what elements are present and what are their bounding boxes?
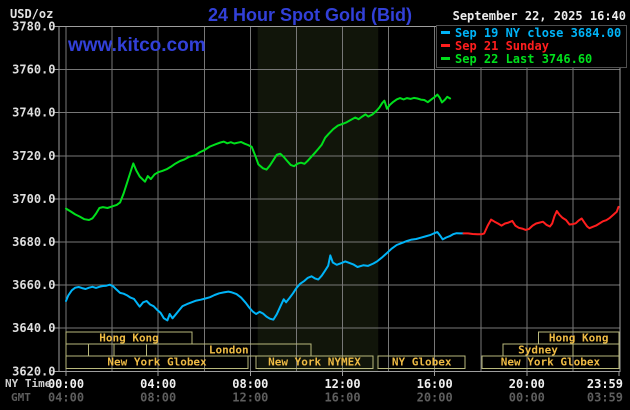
- sep21-line-swatch: [441, 44, 450, 47]
- svg-text:16:00: 16:00: [324, 391, 360, 405]
- legend-label-sep21: Sep 21 Sunday: [455, 39, 549, 53]
- x-axis-labels: 00:0004:0004:0008:0008:0012:0012:0016:00…: [48, 377, 623, 405]
- series-line-sep-19-ny-close-3684.00: [65, 231, 465, 322]
- svg-text:3720.0: 3720.0: [12, 149, 55, 163]
- svg-text:3760.0: 3760.0: [12, 63, 55, 77]
- svg-text:3620.0: 3620.0: [12, 364, 55, 378]
- session-box-new-york-globex: [65, 355, 249, 369]
- svg-text:08:00: 08:00: [232, 377, 268, 391]
- legend-row-sep22: Sep 22 Last 3746.60: [441, 53, 626, 66]
- svg-text:12:00: 12:00: [324, 377, 360, 391]
- ny-time-axis-label: NY Time: [5, 377, 52, 390]
- kitco-watermark: www.kitco.com: [68, 35, 206, 56]
- svg-text:3740.0: 3740.0: [12, 106, 55, 120]
- sep19-line-swatch: [441, 31, 450, 34]
- session-box: [113, 343, 148, 357]
- chart-datetime: September 22, 2025 16:40: [452, 9, 626, 23]
- legend-label-sep22: Sep 22 Last 3746.60: [455, 52, 593, 66]
- session-label: Hong Kong: [99, 332, 159, 345]
- svg-text:16:00: 16:00: [417, 377, 453, 391]
- svg-text:20:00: 20:00: [417, 391, 453, 405]
- session-label: New York NYMEX: [268, 356, 361, 369]
- session-box: [87, 343, 115, 357]
- axis-ticks: [54, 26, 620, 376]
- legend-label-sep19: Sep 19 NY close 3684.00: [455, 26, 622, 40]
- session-label: New York Globex: [107, 356, 207, 369]
- session-label: Hong Kong: [549, 332, 609, 345]
- session-box-new-york-globex: [481, 355, 620, 369]
- legend-row-sep19: Sep 19 NY close 3684.00: [441, 27, 626, 40]
- svg-text:04:00: 04:00: [48, 391, 84, 405]
- session-label: London: [209, 344, 249, 357]
- gmt-axis-label: GMT: [11, 391, 31, 404]
- svg-text:00:00: 00:00: [509, 391, 545, 405]
- session-label: NY Globex: [392, 356, 452, 369]
- svg-text:04:00: 04:00: [140, 377, 176, 391]
- chart-legend: Sep 19 NY close 3684.00 Sep 21 Sunday Se…: [436, 25, 627, 68]
- svg-text:08:00: 08:00: [140, 391, 176, 405]
- svg-text:03:59: 03:59: [587, 391, 623, 405]
- series-line-sep-21-sunday: [462, 205, 620, 236]
- y-axis-labels: 3620.0 3640.0 3660.0 3680.0 3700.0 3720.0 3740…: [12, 20, 55, 379]
- unit-label: USD/oz: [10, 7, 54, 21]
- session-label: Sydney: [518, 344, 558, 357]
- svg-text:00:00: 00:00: [48, 377, 84, 391]
- svg-text:12:00: 12:00: [232, 391, 268, 405]
- svg-text:3780.0: 3780.0: [12, 20, 55, 34]
- svg-text:23:59: 23:59: [587, 377, 623, 391]
- legend-row-sep21: Sep 21 Sunday: [441, 40, 626, 53]
- session-box-ny-globex: [377, 355, 466, 369]
- svg-text:3700.0: 3700.0: [12, 192, 55, 206]
- svg-text:20:00: 20:00: [509, 377, 545, 391]
- svg-text:3680.0: 3680.0: [12, 235, 55, 249]
- grid-lines: [59, 26, 620, 372]
- sep22-line-swatch: [441, 57, 450, 60]
- session-label: New York Globex: [501, 356, 601, 369]
- series-line-sep-22-last-3746.60: [65, 93, 452, 221]
- page-title: 24 Hour Spot Gold (Bid): [208, 5, 412, 25]
- session-box-new-york-nymex: [255, 355, 374, 369]
- svg-text:3660.0: 3660.0: [12, 278, 55, 292]
- session-box: [65, 343, 89, 357]
- session-box: [572, 343, 620, 357]
- svg-text:3640.0: 3640.0: [12, 321, 55, 335]
